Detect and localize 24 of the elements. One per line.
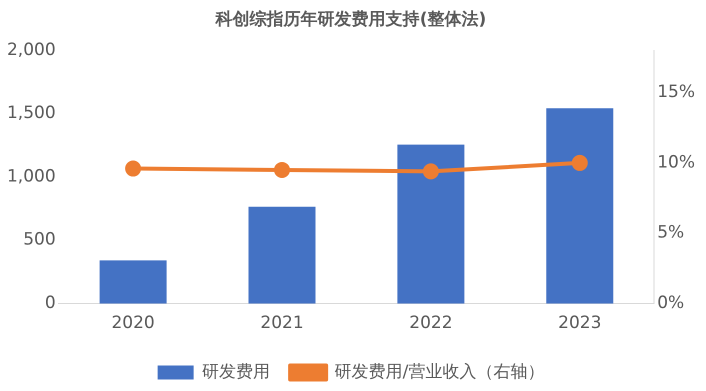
y2-tick-label: 0% — [657, 293, 684, 314]
legend-label: 研发费用 — [202, 362, 270, 382]
y2-tick-label: 10% — [657, 152, 696, 172]
y-tick-label: 0 — [44, 293, 56, 314]
y2-tick-label: 5% — [657, 222, 684, 243]
legend-label: 研发费用/营业收入（右轴） — [334, 362, 544, 382]
y-tick-label: 1,000 — [6, 166, 56, 186]
y-tick-label: 1,500 — [6, 103, 56, 124]
point — [125, 160, 142, 177]
point — [572, 154, 588, 171]
y2-tick-label: 15% — [657, 82, 696, 102]
chart-title: 科创综指历年研发费用支持(整体法) — [214, 10, 486, 30]
point — [422, 163, 439, 180]
bar — [248, 206, 316, 304]
x-tick-label: 2023 — [558, 313, 602, 334]
y-tick-label: 2,000 — [6, 40, 56, 60]
bar — [100, 260, 167, 304]
x-tick-label: 2021 — [260, 313, 304, 334]
y-tick-label: 500 — [23, 230, 56, 250]
x-tick-label: 2022 — [409, 313, 453, 334]
bar — [546, 108, 614, 304]
x-tick-label: 2020 — [111, 313, 155, 334]
bar — [397, 144, 464, 304]
point — [274, 162, 290, 178]
